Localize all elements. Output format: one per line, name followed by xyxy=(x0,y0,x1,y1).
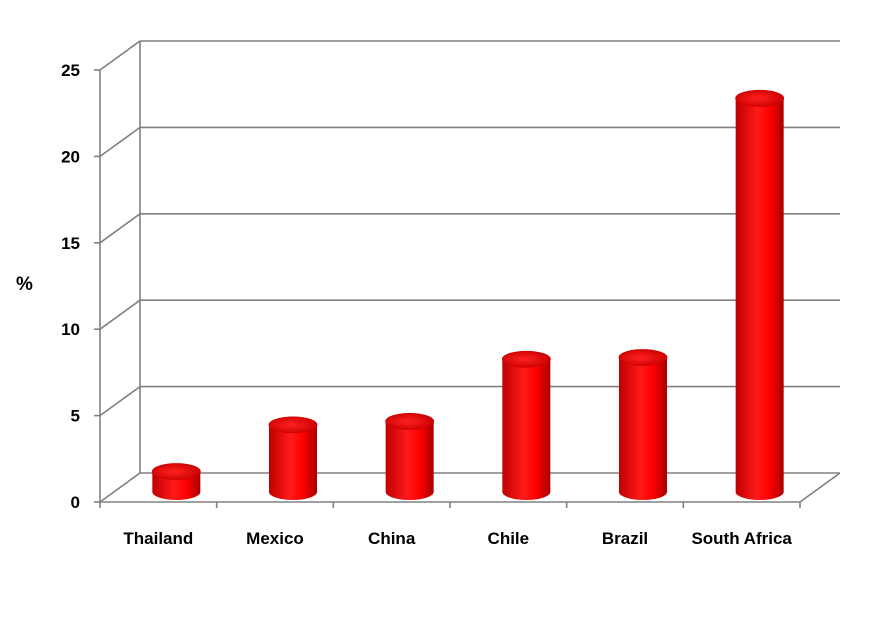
y-tick-label: 10 xyxy=(61,320,80,339)
bar-body xyxy=(385,421,434,500)
x-tick-label: Brazil xyxy=(602,529,648,548)
bar-cap xyxy=(268,416,318,434)
side-wall-gridline xyxy=(99,385,141,417)
y-tick-label: 5 xyxy=(71,407,80,426)
bar-body xyxy=(269,424,317,500)
x-tick-label: China xyxy=(368,529,416,548)
bar xyxy=(151,463,201,500)
side-wall-gridline xyxy=(99,472,141,503)
x-tick-label: Thailand xyxy=(123,529,193,548)
y-tick-label: 0 xyxy=(71,493,80,512)
y-tick-labels: 0 5 10 15 20 25 xyxy=(61,61,100,512)
side-wall-gridline xyxy=(99,40,141,71)
bar xyxy=(618,349,668,500)
bar-body xyxy=(502,359,551,500)
bar-cap xyxy=(385,413,435,430)
x-tick-label: Chile xyxy=(488,529,530,548)
side-wall-gridline xyxy=(99,213,141,244)
bar-body xyxy=(619,357,667,500)
bar-series xyxy=(151,89,785,501)
bar-body xyxy=(735,98,784,501)
y-tick-label: 20 xyxy=(61,147,80,166)
x-tick-label: South Africa xyxy=(691,529,792,548)
y-tick-label: 25 xyxy=(61,61,80,80)
bar-cap xyxy=(151,463,201,480)
y-tick-label: 15 xyxy=(61,234,80,253)
bar xyxy=(268,416,318,500)
side-wall-gridline xyxy=(99,299,141,330)
y-axis-title: % xyxy=(16,274,33,295)
bar xyxy=(501,350,551,500)
bar-cap xyxy=(735,89,785,107)
bar-cap xyxy=(618,349,668,366)
x-tick-labels: Thailand Mexico China Chile Brazil South Afri… xyxy=(99,502,801,548)
bar-cap xyxy=(501,350,551,368)
bar xyxy=(735,89,785,501)
chart-walls xyxy=(99,40,841,503)
bar xyxy=(385,413,435,500)
side-wall-gridline xyxy=(99,126,141,158)
floor-right-edge xyxy=(799,472,841,503)
x-tick-label: Mexico xyxy=(246,529,304,548)
